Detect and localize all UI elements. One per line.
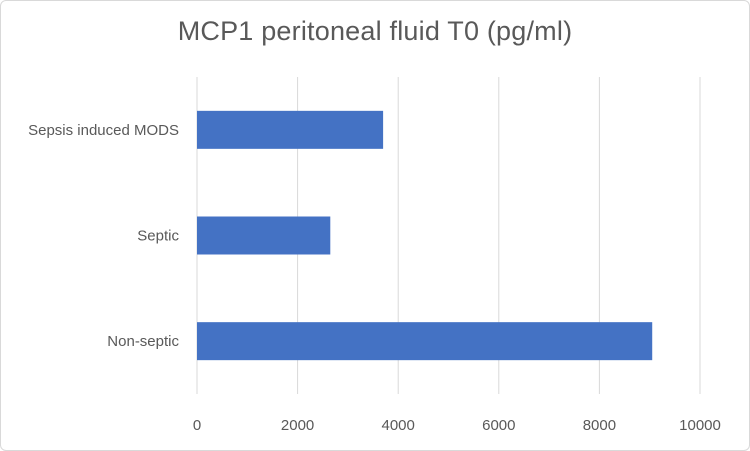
y-category-label: Sepsis induced MODS [28,122,179,139]
y-category-label: Septic [137,228,179,245]
x-tick-label: 0 [193,417,201,434]
bar [197,110,384,149]
y-category-label: Non-septic [107,333,179,350]
x-tick-label: 6000 [482,417,515,434]
x-tick-label: 2000 [281,417,314,434]
x-tick-label: 10000 [679,417,721,434]
chart-title: MCP1 peritoneal fluid T0 (pg/ml) [177,16,573,46]
bar [197,322,653,361]
bars [197,110,653,361]
y-axis-ticks: Sepsis induced MODS Septic Non-septic [28,122,179,350]
x-axis-ticks: 0 2000 4000 6000 8000 10000 [193,417,721,434]
bar [197,216,331,255]
x-tick-label: 4000 [382,417,415,434]
x-tick-label: 8000 [583,417,616,434]
